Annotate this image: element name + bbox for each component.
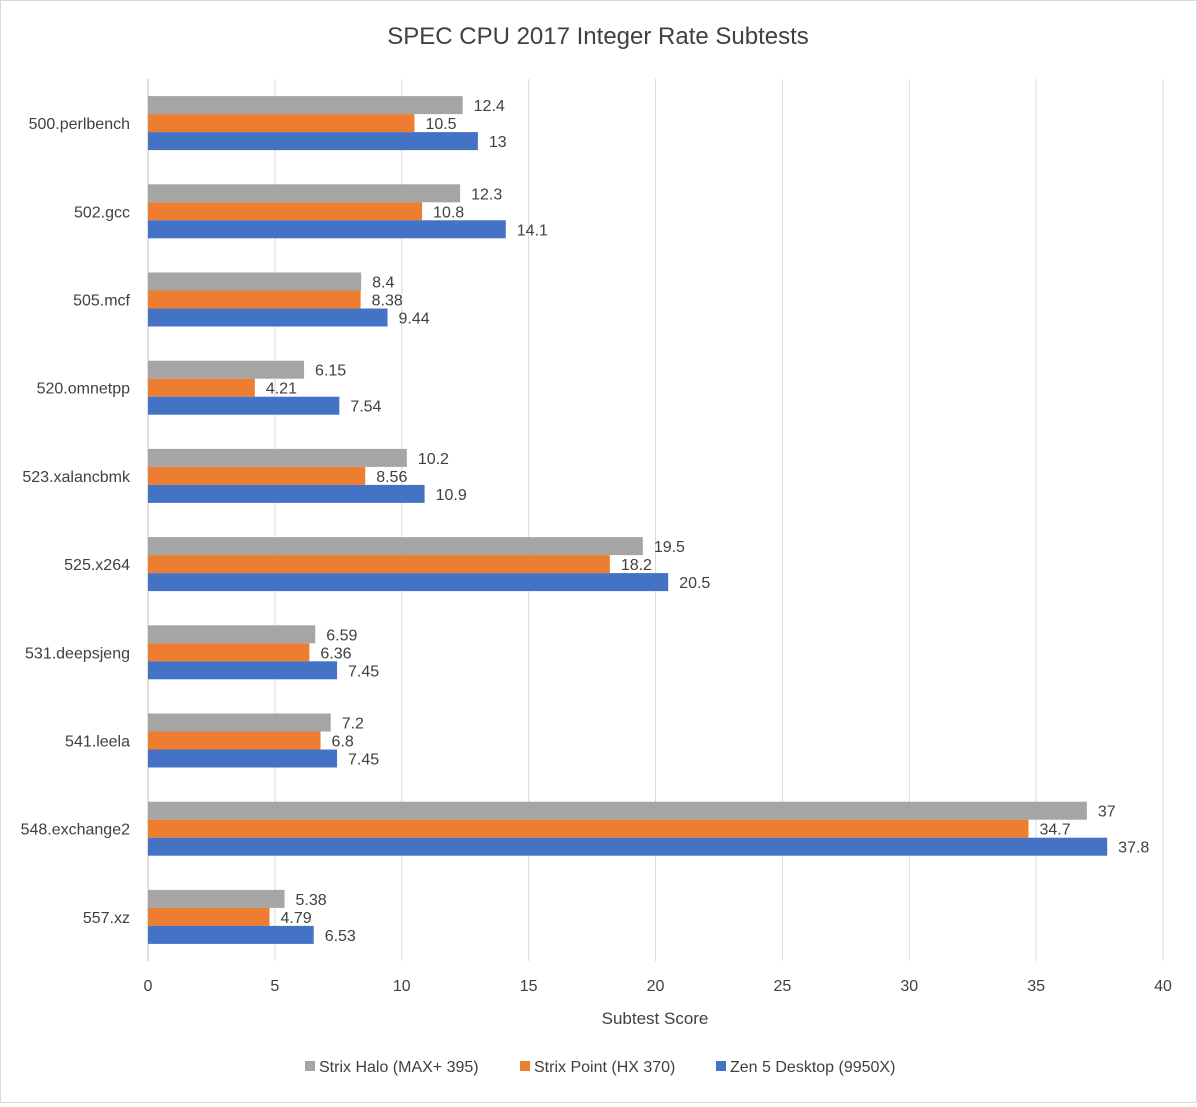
- bar: [148, 290, 361, 309]
- data-label: 7.45: [348, 663, 379, 680]
- legend-label: Strix Halo (MAX+ 395): [319, 1059, 479, 1076]
- data-label: 14.1: [517, 222, 548, 239]
- category-label: 525.x264: [64, 557, 130, 574]
- bar: [148, 643, 310, 662]
- x-tick-label: 30: [900, 978, 918, 995]
- category-label: 520.omnetpp: [37, 381, 131, 398]
- data-label: 4.79: [281, 910, 312, 927]
- category-label: 505.mcf: [73, 293, 130, 310]
- data-label: 7.2: [342, 716, 364, 733]
- data-label: 10.5: [425, 116, 456, 133]
- x-tick-label: 15: [520, 978, 538, 995]
- bar: [148, 202, 423, 221]
- x-tick-label: 25: [773, 978, 791, 995]
- bar: [148, 713, 331, 732]
- bar: [148, 484, 425, 503]
- legend-swatch: [716, 1061, 726, 1071]
- data-label: 8.4: [372, 275, 394, 292]
- category-label: 557.xz: [83, 910, 130, 927]
- category-labels: 500.perlbench 502.gcc 505.mcf 520.omnetpp 52…: [21, 116, 131, 927]
- data-label: 12.3: [471, 186, 502, 203]
- bar: [148, 907, 270, 926]
- data-label: 37.8: [1118, 840, 1149, 857]
- x-tick-label: 10: [393, 978, 411, 995]
- legend-swatch: [305, 1061, 315, 1071]
- data-label: 10.2: [418, 451, 449, 468]
- data-label: 7.45: [348, 752, 379, 769]
- x-axis-title: Subtest Score: [602, 1009, 709, 1028]
- data-label: 6.8: [332, 734, 354, 751]
- data-label: 8.56: [376, 469, 407, 486]
- data-label: 7.54: [350, 399, 381, 416]
- bar: [148, 308, 388, 327]
- data-label: 10.9: [436, 487, 467, 504]
- bar: [148, 573, 669, 592]
- data-label: 6.59: [326, 627, 357, 644]
- bar: [148, 625, 316, 644]
- bar: [148, 184, 461, 203]
- data-label: 19.5: [654, 539, 685, 556]
- bar: [148, 749, 338, 768]
- bar: [148, 889, 285, 908]
- x-tick-label: 20: [647, 978, 665, 995]
- category-label: 541.leela: [65, 734, 130, 751]
- bar: [148, 731, 321, 750]
- data-label: 12.4: [474, 98, 505, 115]
- bar: [148, 272, 362, 291]
- bar: [148, 466, 366, 485]
- category-label: 531.deepsjeng: [25, 645, 130, 662]
- data-label: 5.38: [296, 892, 327, 909]
- data-label: 4.21: [266, 381, 297, 398]
- bar: [148, 801, 1087, 820]
- legend-label: Zen 5 Desktop (9950X): [730, 1059, 895, 1076]
- bar: [148, 837, 1108, 856]
- bar: [148, 114, 415, 133]
- bars-group: 12.4 10.5 13 12.3 10.8 14.1 8.48.389.44 6.15 4.2…: [148, 96, 1149, 945]
- category-label: 523.xalancbmk: [22, 469, 131, 486]
- data-label: 6.36: [320, 645, 351, 662]
- tick-labels: 0 5 10 15 20 25 30 35 40: [144, 978, 1172, 995]
- bar: [148, 661, 338, 680]
- data-label: 20.5: [679, 575, 710, 592]
- data-label: 9.44: [399, 311, 430, 328]
- bar: [148, 360, 305, 379]
- bar: [148, 925, 314, 944]
- data-label: 10.8: [433, 204, 464, 221]
- legend-swatch: [520, 1061, 530, 1071]
- x-tick-label: 5: [270, 978, 279, 995]
- category-label: 502.gcc: [74, 204, 130, 221]
- bar: [148, 537, 643, 556]
- x-tick-label: 40: [1154, 978, 1172, 995]
- data-label: 6.53: [325, 928, 356, 945]
- category-label: 548.exchange2: [21, 822, 131, 839]
- bar: [148, 96, 463, 115]
- x-tick-label: 0: [144, 978, 153, 995]
- category-label: 500.perlbench: [29, 116, 130, 133]
- data-label: 8.38: [372, 293, 403, 310]
- data-label: 34.7: [1040, 822, 1071, 839]
- bar: [148, 448, 407, 467]
- x-tick-label: 35: [1027, 978, 1045, 995]
- data-label: 18.2: [621, 557, 652, 574]
- bar: [148, 220, 506, 239]
- legend-label: Strix Point (HX 370): [534, 1059, 675, 1076]
- bar: [148, 396, 340, 415]
- data-label: 13: [489, 134, 507, 151]
- bar: [148, 132, 478, 151]
- bar: [148, 819, 1029, 838]
- data-label: 37: [1098, 804, 1116, 821]
- bar: [148, 378, 255, 397]
- legend: Strix Halo (MAX+ 395) Strix Point (HX 370…: [305, 1059, 895, 1076]
- data-label: 6.15: [315, 363, 346, 380]
- chart-title: SPEC CPU 2017 Integer Rate Subtests: [387, 23, 809, 50]
- bar: [148, 555, 610, 574]
